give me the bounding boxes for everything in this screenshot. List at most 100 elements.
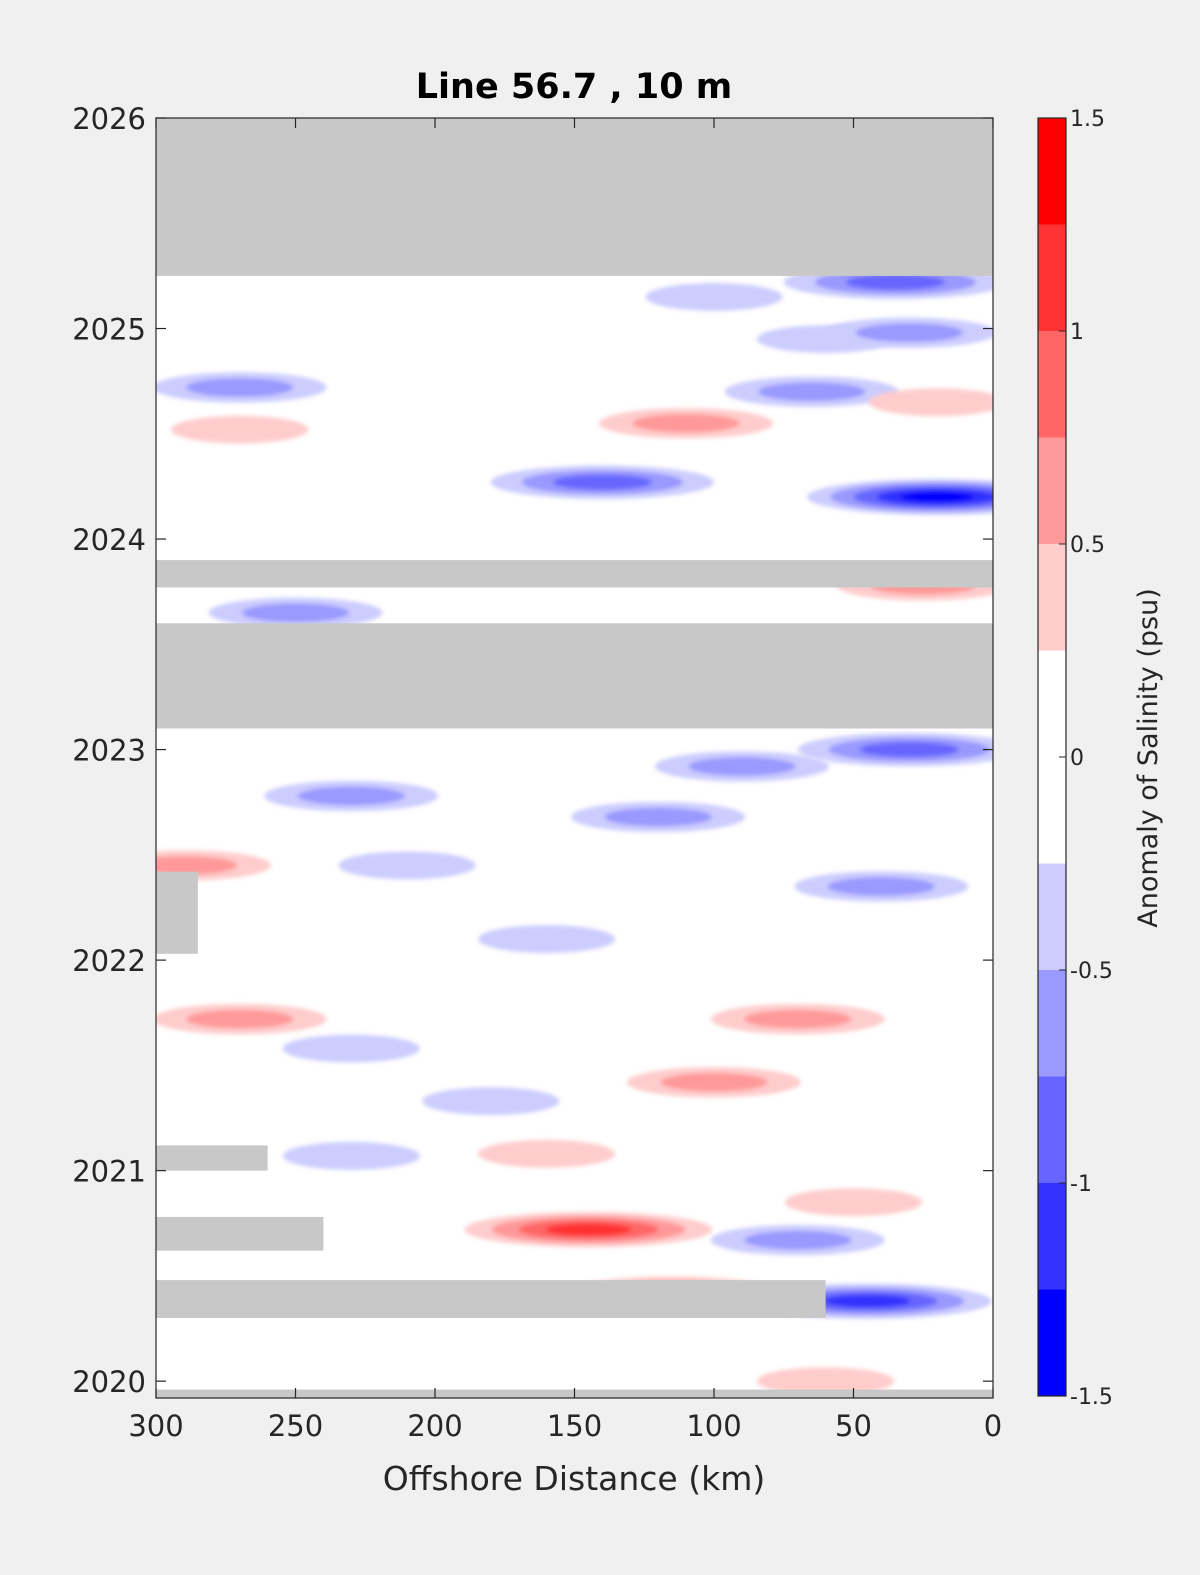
colorbar-segment xyxy=(1038,970,1066,1077)
y-axis: 2020 2021 2022 2023 2024 2025 2026 xyxy=(72,102,993,1399)
no-data-region xyxy=(156,623,993,729)
anomaly-feature xyxy=(784,1188,923,1217)
anomaly-contour-level xyxy=(171,415,309,444)
colorbar-label: Anomaly of Salinity (psu) xyxy=(1133,588,1164,927)
anomaly-contour-level xyxy=(859,742,959,758)
colorbar-segment xyxy=(1038,437,1066,544)
anomaly-contour-level xyxy=(545,1223,632,1236)
x-tick-label: 200 xyxy=(407,1409,462,1443)
anomaly-feature xyxy=(571,801,746,833)
anomaly-contour-level xyxy=(688,757,796,776)
colorbar-segment xyxy=(1038,331,1066,438)
no-data-region xyxy=(156,1145,268,1171)
anomaly-feature xyxy=(654,751,829,782)
no-data-regions xyxy=(156,118,993,1398)
x-tick-label: 50 xyxy=(835,1409,872,1443)
anomaly-contour-level xyxy=(297,786,405,806)
y-tick-label: 2022 xyxy=(72,944,146,978)
anomaly-feature xyxy=(490,465,714,500)
colorbar-segment xyxy=(1038,1076,1066,1183)
anomaly-feature xyxy=(724,376,899,407)
x-axis-label: Offshore Distance (km) xyxy=(383,1459,765,1498)
no-data-region xyxy=(156,1280,826,1318)
anomaly-feature xyxy=(338,851,476,880)
anomaly-contour-level xyxy=(632,413,740,433)
anomaly-feature xyxy=(797,732,993,767)
colorbar-tick-label: -0.5 xyxy=(1070,959,1113,984)
anomaly-feature xyxy=(757,1367,895,1396)
no-data-region xyxy=(156,871,198,954)
x-axis: 300 250 200 150 100 50 0 xyxy=(128,118,1002,1443)
anomaly-contour-level xyxy=(422,1087,560,1116)
colorbar-tick-label: 1.5 xyxy=(1070,107,1105,132)
x-tick-label: 0 xyxy=(984,1409,1002,1443)
anomaly-contour-level xyxy=(827,877,936,896)
anomaly-contour-level xyxy=(241,603,350,623)
anomaly-contour-level xyxy=(604,807,712,827)
anomaly-feature xyxy=(477,1139,616,1168)
anomaly-contour-level xyxy=(757,1367,895,1396)
no-data-region xyxy=(156,1216,324,1251)
anomaly-contour-level xyxy=(758,382,866,401)
chart-title: Line 56.7 , 10 m xyxy=(416,67,733,107)
colorbar-tick-label: -1 xyxy=(1070,1172,1092,1197)
anomaly-contour-level xyxy=(660,1072,768,1092)
anomaly-feature xyxy=(794,871,969,902)
anomaly-feature xyxy=(156,372,327,403)
colorbar-segment xyxy=(1038,1183,1066,1290)
anomaly-contour-level xyxy=(186,1009,294,1029)
colorbar-segment xyxy=(1038,863,1066,970)
y-tick-label: 2021 xyxy=(72,1155,146,1189)
x-tick-label: 300 xyxy=(128,1409,183,1443)
plot-area xyxy=(155,117,994,1399)
anomaly-contour-level xyxy=(552,474,653,490)
anomaly-contour-level xyxy=(156,856,238,875)
anomaly-contour-level xyxy=(338,851,476,880)
anomaly-contour-level xyxy=(824,1294,911,1308)
x-tick-label: 250 xyxy=(268,1409,323,1443)
anomaly-feature xyxy=(282,1141,420,1170)
colorbar-segment xyxy=(1038,224,1066,331)
anomaly-feature xyxy=(422,1087,560,1116)
anomaly-feature xyxy=(710,1003,885,1035)
anomaly-contour-level xyxy=(282,1141,420,1170)
anomaly-feature xyxy=(264,780,439,812)
anomaly-contour-level xyxy=(900,491,975,503)
x-tick-label: 100 xyxy=(686,1409,741,1443)
anomaly-feature xyxy=(282,1034,420,1063)
anomaly-feature xyxy=(868,388,993,417)
colorbar: 1.5 1 0.5 0 -0.5 -1 -1.5 xyxy=(1037,107,1113,1410)
anomaly-contour-level xyxy=(855,323,963,343)
anomaly-feature xyxy=(645,283,783,311)
x-tick-label: 150 xyxy=(547,1409,602,1443)
anomaly-contour-level xyxy=(645,283,783,311)
anomaly-feature xyxy=(710,1224,885,1256)
anomaly-feature xyxy=(822,317,993,348)
y-tick-label: 2020 xyxy=(72,1365,146,1399)
y-tick-label: 2026 xyxy=(72,102,146,136)
anomaly-contour-level xyxy=(282,1034,420,1063)
anomaly-feature xyxy=(464,1211,713,1248)
anomaly-feature xyxy=(477,925,616,953)
colorbar-segment xyxy=(1038,1289,1066,1396)
colorbar-tick-label: 0 xyxy=(1070,746,1084,771)
no-data-region xyxy=(156,560,993,588)
anomaly-contour-level xyxy=(186,378,294,397)
anomaly-feature xyxy=(807,478,993,516)
colorbar-segment xyxy=(1038,544,1066,651)
anomaly-feature xyxy=(156,1003,327,1035)
anomaly-feature xyxy=(599,408,774,439)
no-data-region xyxy=(156,118,993,276)
y-tick-label: 2023 xyxy=(72,734,146,768)
anomaly-feature xyxy=(208,597,383,628)
anomaly-contour-level xyxy=(845,274,945,290)
y-tick-label: 2025 xyxy=(72,313,146,347)
anomaly-feature xyxy=(627,1067,801,1098)
anomaly-feature xyxy=(171,415,309,444)
anomaly-contour-level xyxy=(868,388,993,417)
anomaly-contour-level xyxy=(784,1188,923,1217)
colorbar-tick-label: 1 xyxy=(1070,320,1084,345)
y-tick-label: 2024 xyxy=(72,523,146,557)
colorbar-tick-label: 0.5 xyxy=(1070,533,1105,558)
